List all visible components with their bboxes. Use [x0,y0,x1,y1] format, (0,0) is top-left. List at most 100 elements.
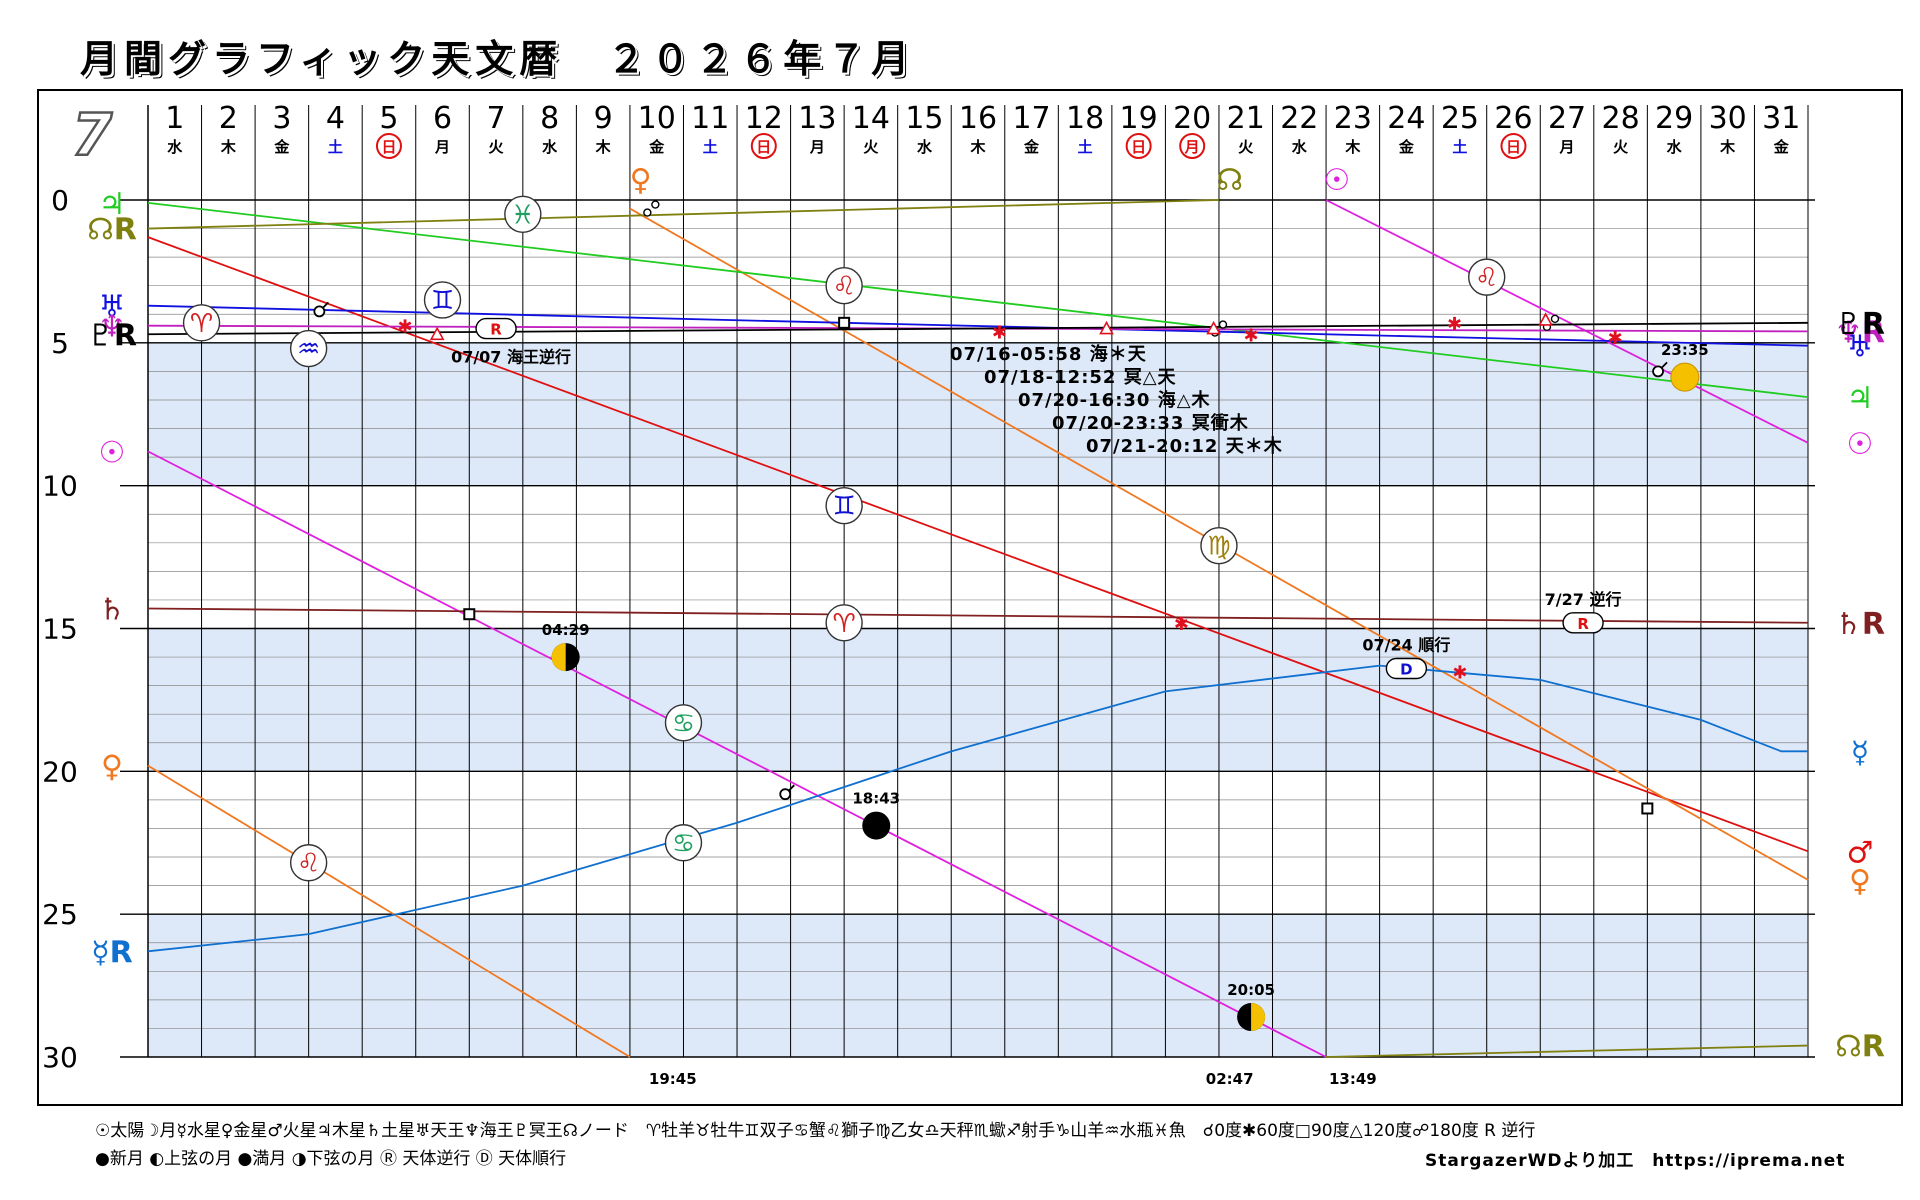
sign-glyph: ♓ [511,200,534,230]
holiday-circle [375,133,402,159]
sign-entry-top: ♀ [630,163,652,198]
series-label-end: ♂ [1847,835,1874,870]
grid-lines [120,105,1815,1058]
day-number: 22 [1280,101,1318,136]
series-label-start: ♄ [99,593,126,628]
series-line [147,764,631,1058]
sign-glyph: ♋ [672,709,695,739]
y-tick-label: 5 [51,327,69,360]
sign-glyph: ♌ [832,272,855,302]
weekday-label: 木 [1344,138,1361,156]
weekday-label: 水 [167,138,183,156]
sign-glyph: ♊ [832,492,855,522]
bottom-time: 19:45 [649,1070,697,1088]
series-label-end: ☿ [1851,735,1869,770]
legend: ☉太陽☽月☿水星♀金星♂火星♃木星♄土星♅天王♆海王♇冥王☊ノード ♈牡羊♉牡牛… [95,1117,1535,1173]
sign-marker [825,486,863,525]
weekday-label: 木 [220,138,237,156]
aspect-list-line: 07/20-16:30 海△木 [1018,389,1211,411]
aspect-sextile: ✱ [397,317,412,338]
day-number: 18 [1066,101,1104,136]
moon-phase-time: 04:29 [542,621,590,639]
weekday-label: 火 [1613,138,1629,156]
series-label-start: ☿R [91,935,133,970]
weekday-label: 金 [273,138,290,156]
series-label-end: ♇R [1835,307,1885,342]
series-line [147,321,1809,336]
moon-phase-time: 20:05 [1227,981,1275,999]
day-number: 28 [1601,101,1639,136]
day-number: 12 [745,101,783,136]
series-label-start: ☉ [99,435,126,470]
station-badge [1562,612,1604,634]
day-number: 11 [691,101,729,136]
weekday-label: 火 [489,138,505,156]
band-shade [148,342,1808,486]
sign-marker [289,844,328,882]
aspect-list-line: 07/18-12:52 冥△天 [984,367,1177,388]
y-tick-label: 0 [51,184,69,217]
series-label-end: ♀ [1849,864,1871,899]
weekday-label: 金 [648,138,665,156]
weekday-label: 火 [1238,138,1254,156]
weekday-label: 水 [1667,138,1683,156]
aspect-sextile: ✱ [1174,614,1189,635]
background-bands [37,89,1903,1106]
weekday-label: 土 [1452,138,1467,156]
weekday-label: 水 [917,138,933,156]
series-label-start: ♃ [99,187,126,222]
day-number: 2 [219,101,238,136]
aspect-conjunction [779,788,792,801]
legend-row-2: ●新月 ◐上弦の月 ●満月 ◑下弦の月 Ⓡ 天体逆行 Ⓓ 天体順行 [95,1149,567,1169]
series-label-start: ☊R [87,213,137,248]
aspect-conjunction [313,305,326,318]
y-tick-label: 25 [42,898,78,931]
series-label-start: ♇R [87,318,137,353]
sign-glyph: ♒ [297,335,320,365]
series-line [147,607,1809,624]
series-line [147,236,1809,853]
station-badge-letter: D [1400,660,1412,678]
day-number: 14 [852,101,890,136]
moon-phase-time: 23:35 [1661,341,1709,359]
holiday-circle [1179,133,1206,159]
series-line [147,199,1219,230]
sign-glyph: ♋ [672,829,695,859]
weekday-label: 日 [756,138,771,156]
sign-glyph: ♌ [297,849,320,879]
aspect-sextile: ✱ [992,322,1007,343]
series-label-end: ☊R [1835,1030,1885,1065]
aspect-conjunction-tail [322,301,329,309]
band-shade [148,914,1808,1057]
month-label: 7 [72,101,113,169]
aspect-sextile: ✱ [1608,328,1623,349]
series-label-start: ♀ [101,750,123,785]
holiday-circle [750,133,777,159]
day-number: 7 [487,101,506,136]
series-label-start: ♅ [99,290,126,325]
station-text: 07/07 海王逆行 [451,348,571,367]
day-number: 24 [1387,101,1425,136]
weekday-label: 月 [809,138,825,156]
aspect-trine [1538,312,1553,326]
sign-glyph: ♍ [1207,532,1230,562]
y-tick-label: 10 [42,470,78,503]
bottom-time: 02:47 [1206,1070,1254,1088]
aspect-list-line: 07/21-20:12 天＊木 [1086,435,1283,457]
series-label-end: ♆R [1835,315,1885,350]
day-number: 20 [1173,101,1211,136]
sign-glyph: ♊ [431,286,454,316]
day-number: 21 [1227,101,1265,136]
aspect-conjunction [1652,365,1664,378]
weekday-label: 日 [1131,138,1146,156]
weekday-label: 土 [703,138,718,156]
legend-row-1: ☉太陽☽月☿水星♀金星♂火星♃木星♄土星♅天王♆海王♇冥王☊ノード ♈牡羊♉牡牛… [95,1121,1536,1141]
weekday-label: 火 [863,138,879,156]
day-number: 16 [959,101,997,136]
y-tick-label: 15 [42,613,78,646]
sign-glyph: ♈ [832,609,855,639]
sign-marker [825,267,863,305]
weekday-label: 水 [1292,138,1308,156]
day-number: 26 [1494,101,1532,136]
